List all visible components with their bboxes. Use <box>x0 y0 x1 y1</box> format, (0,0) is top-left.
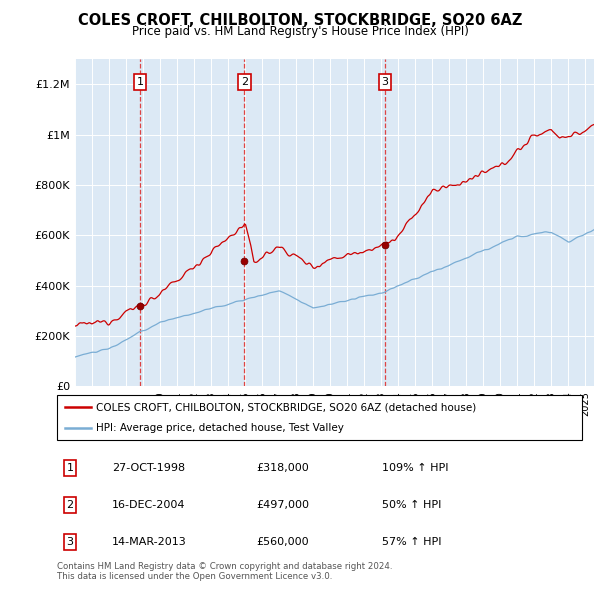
Text: £497,000: £497,000 <box>257 500 310 510</box>
Text: 2: 2 <box>67 500 74 510</box>
Text: COLES CROFT, CHILBOLTON, STOCKBRIDGE, SO20 6AZ: COLES CROFT, CHILBOLTON, STOCKBRIDGE, SO… <box>78 13 522 28</box>
Text: 1: 1 <box>137 77 143 87</box>
Text: COLES CROFT, CHILBOLTON, STOCKBRIDGE, SO20 6AZ (detached house): COLES CROFT, CHILBOLTON, STOCKBRIDGE, SO… <box>97 402 476 412</box>
Text: 1: 1 <box>67 463 74 473</box>
Text: 14-MAR-2013: 14-MAR-2013 <box>112 537 187 548</box>
FancyBboxPatch shape <box>57 395 582 440</box>
Text: 57% ↑ HPI: 57% ↑ HPI <box>383 537 442 548</box>
Text: 27-OCT-1998: 27-OCT-1998 <box>112 463 185 473</box>
Text: 50% ↑ HPI: 50% ↑ HPI <box>383 500 442 510</box>
Text: 3: 3 <box>67 537 74 548</box>
Text: 16-DEC-2004: 16-DEC-2004 <box>112 500 185 510</box>
Text: £560,000: £560,000 <box>257 537 309 548</box>
Text: Price paid vs. HM Land Registry's House Price Index (HPI): Price paid vs. HM Land Registry's House … <box>131 25 469 38</box>
Text: HPI: Average price, detached house, Test Valley: HPI: Average price, detached house, Test… <box>97 422 344 432</box>
Text: 109% ↑ HPI: 109% ↑ HPI <box>383 463 449 473</box>
Text: £318,000: £318,000 <box>257 463 309 473</box>
Text: 2: 2 <box>241 77 248 87</box>
Text: 3: 3 <box>382 77 388 87</box>
Text: Contains HM Land Registry data © Crown copyright and database right 2024.
This d: Contains HM Land Registry data © Crown c… <box>57 562 392 581</box>
